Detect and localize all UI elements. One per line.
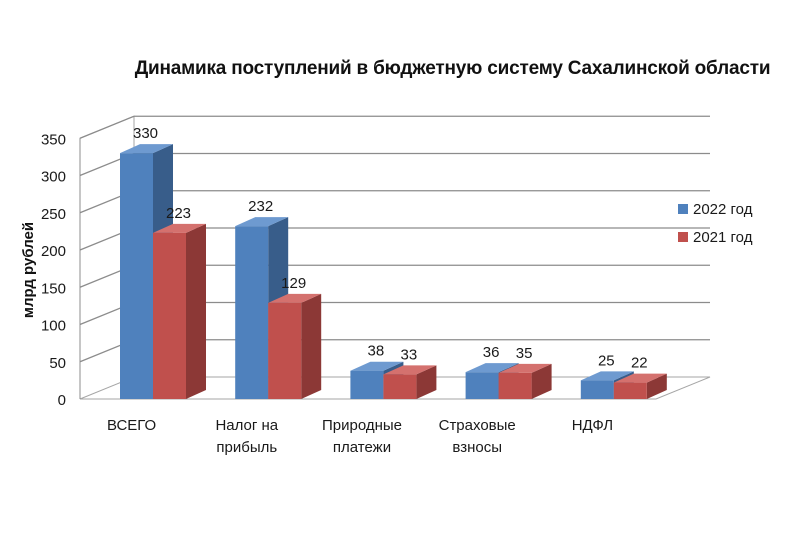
x-tick-label: Налог на прибыль xyxy=(215,417,278,456)
bar-side xyxy=(531,363,552,399)
legend: 2022 год 2021 год xyxy=(678,201,753,246)
bar-front xyxy=(153,232,186,399)
chart-title: Динамика поступлений в бюджетную систему… xyxy=(134,58,771,79)
bar-top xyxy=(153,223,206,233)
data-label: 232 xyxy=(248,198,273,215)
bar-top xyxy=(235,217,289,227)
x-tick-label-line: платежи xyxy=(333,439,391,456)
bar-2021 xyxy=(153,223,206,399)
y-axis-ticks: 0 50 100 150 200 250 300 350 xyxy=(41,131,81,409)
bar-front xyxy=(120,153,153,399)
bar-top xyxy=(383,365,437,375)
y-tick-label: 250 xyxy=(41,206,66,223)
legend-label: 2021 год xyxy=(693,229,753,246)
legend-swatch xyxy=(678,204,688,214)
bar-front xyxy=(268,302,302,399)
bar-front xyxy=(580,380,614,399)
legend-label: 2022 год xyxy=(693,201,753,218)
bar-top xyxy=(498,363,552,373)
y-axis-label-group: млрд рублей xyxy=(20,222,37,318)
data-label: 25 xyxy=(598,352,615,369)
bar-top xyxy=(350,361,404,371)
bar-side xyxy=(416,365,437,399)
bar-top xyxy=(268,293,322,303)
bar-side xyxy=(186,223,206,399)
bar-top xyxy=(465,363,519,373)
x-tick-label-line: прибыль xyxy=(216,439,277,456)
data-label: 129 xyxy=(281,275,306,292)
bars xyxy=(120,144,667,399)
bar-2021 xyxy=(613,373,667,399)
data-label: 33 xyxy=(401,346,418,363)
x-tick-label: НДФЛ xyxy=(572,417,613,434)
bar-front xyxy=(383,374,417,399)
y-tick-label: 100 xyxy=(41,318,66,335)
x-tick-label: Страховые взносы xyxy=(439,417,516,456)
bar-2021 xyxy=(383,365,437,399)
bar-2021 xyxy=(498,363,552,399)
y-tick-label: 50 xyxy=(49,355,66,372)
x-tick-label-line: НДФЛ xyxy=(572,417,613,434)
y-tick-label: 0 xyxy=(58,392,66,409)
bar-2021 xyxy=(268,293,322,399)
bar-front xyxy=(235,226,269,399)
x-tick-label-line: Налог на xyxy=(215,417,278,434)
x-tick-label-line: ВСЕГО xyxy=(107,417,156,434)
bar-front xyxy=(465,372,499,399)
bar-top xyxy=(120,144,173,154)
data-label: 330 xyxy=(133,125,158,142)
x-tick-label-line: Страховые xyxy=(439,417,516,434)
gridline xyxy=(79,152,710,177)
x-tick-label-line: Природные xyxy=(322,417,402,434)
bar-front xyxy=(350,370,384,399)
data-labels: 330 223 232 129 38 33 36 35 25 22 xyxy=(133,125,648,371)
data-label: 223 xyxy=(166,205,191,222)
x-tick-label: Природные платежи xyxy=(322,417,402,456)
bar-side xyxy=(646,373,667,399)
gridline xyxy=(79,115,710,139)
y-tick-label: 350 xyxy=(41,131,66,148)
y-tick-label: 200 xyxy=(41,243,66,260)
bar-top xyxy=(580,371,634,381)
legend-swatch xyxy=(678,232,688,242)
x-tick-label: ВСЕГО xyxy=(107,417,156,434)
data-label: 22 xyxy=(631,355,648,372)
x-axis-ticks: ВСЕГО Налог на прибыль Природные платежи Стра… xyxy=(107,417,613,456)
bar-side xyxy=(301,293,322,399)
bar-front xyxy=(498,372,532,399)
x-tick-label-line: взносы xyxy=(452,439,502,456)
data-label: 38 xyxy=(368,343,385,360)
y-tick-label: 150 xyxy=(41,280,66,297)
bar-front xyxy=(613,382,647,399)
data-label: 36 xyxy=(483,344,500,361)
y-tick-label: 300 xyxy=(41,169,66,186)
data-label: 35 xyxy=(516,345,533,362)
bar-top xyxy=(613,373,667,383)
y-axis-label: млрд рублей xyxy=(20,222,37,318)
